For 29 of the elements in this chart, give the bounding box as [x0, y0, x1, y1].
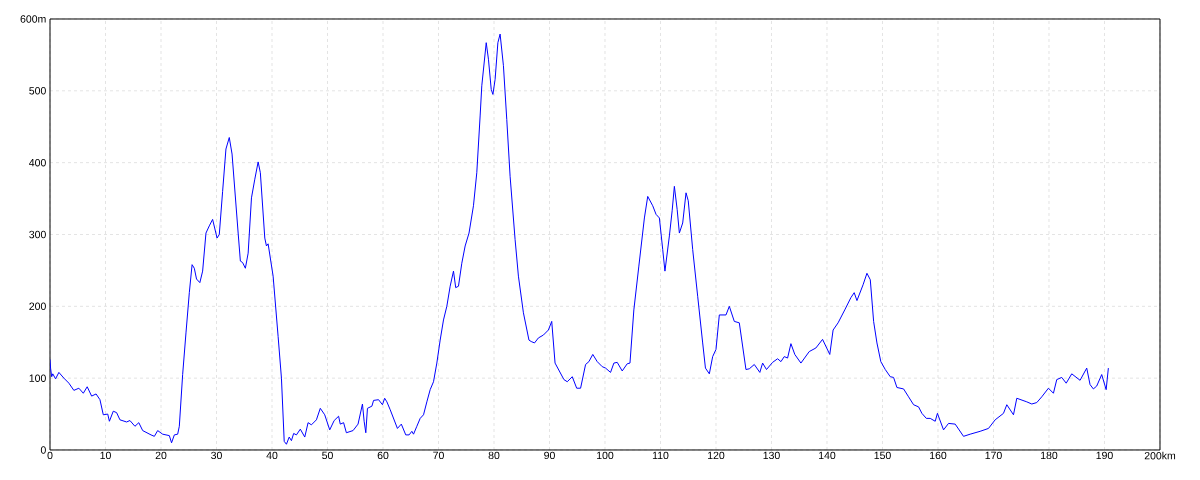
y-tick-label: 500 [29, 87, 46, 95]
x-tick-label: 110 [652, 451, 669, 460]
x-tick-label: 180 [1041, 451, 1058, 460]
x-tick-label: 40 [266, 451, 278, 460]
y-tick-label: 0 [40, 446, 46, 454]
x-tick-label: 100 [597, 451, 614, 460]
y-tick-label: 300 [29, 230, 46, 239]
x-tick-label: 200km [1144, 451, 1176, 460]
x-tick-label: 130 [763, 451, 780, 460]
x-tick-label: 80 [488, 451, 500, 460]
x-tick-label: 150 [874, 451, 891, 460]
y-tick-label: 400 [29, 158, 46, 167]
x-tick-label: 170 [985, 451, 1002, 460]
x-tick-label: 120 [708, 451, 725, 460]
x-tick-label: 140 [819, 451, 836, 460]
y-tick-label: 100 [29, 374, 46, 382]
x-tick-label: 50 [322, 451, 333, 460]
x-tick-label: 60 [377, 451, 389, 460]
x-tick-label: 90 [544, 451, 555, 460]
x-tick-label: 160 [930, 451, 947, 460]
y-tick-label: 200 [29, 302, 46, 311]
x-tick-label: 20 [155, 451, 167, 460]
line-series [50, 33, 1109, 445]
x-tick-label: 0 [47, 451, 53, 460]
x-tick-label: 30 [211, 451, 222, 460]
y-tick-label: 600m [20, 15, 46, 23]
x-tick-label: 10 [100, 451, 111, 460]
x-tick-label: 190 [1096, 451, 1113, 460]
x-tick-label: 70 [433, 451, 444, 460]
